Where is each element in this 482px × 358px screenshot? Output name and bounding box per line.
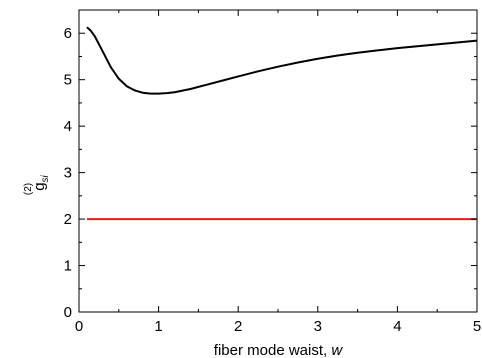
y-axis-title-main: g <box>31 182 48 190</box>
y-axis-title-sup: (2) <box>23 183 34 195</box>
y-tick-label: 2 <box>64 211 72 228</box>
y-tick-label: 4 <box>64 118 72 135</box>
y-tick-label: 1 <box>64 258 72 275</box>
x-axis-title-text: fiber mode waist, <box>214 342 332 358</box>
ticks-layer: 0 1 2 3 4 5 0 1 2 3 4 5 6 <box>64 9 481 335</box>
y-tick-label: 0 <box>64 304 72 321</box>
y-axis-title: gsi (2) <box>23 174 51 195</box>
plot-frame <box>78 9 478 313</box>
series-layer <box>86 26 478 221</box>
x-tick-label: 4 <box>393 318 401 335</box>
x-axis-title: fiber mode waist, w <box>214 342 344 358</box>
plot-border <box>78 9 478 313</box>
x-tick-label: 0 <box>75 318 83 335</box>
x-tick-label: 1 <box>154 318 162 335</box>
svg-text:gsi: gsi <box>31 174 51 190</box>
y-axis-title-sub: si <box>40 174 51 182</box>
series-line-0 <box>86 26 478 95</box>
x-tick-label: 5 <box>473 318 481 335</box>
y-tick-label: 6 <box>64 25 72 42</box>
x-tick-label: 3 <box>314 318 322 335</box>
x-axis-title-var: w <box>331 342 343 358</box>
y-tick-label: 5 <box>64 72 72 89</box>
y-tick-label: 3 <box>64 165 72 182</box>
x-tick-label: 2 <box>234 318 242 335</box>
